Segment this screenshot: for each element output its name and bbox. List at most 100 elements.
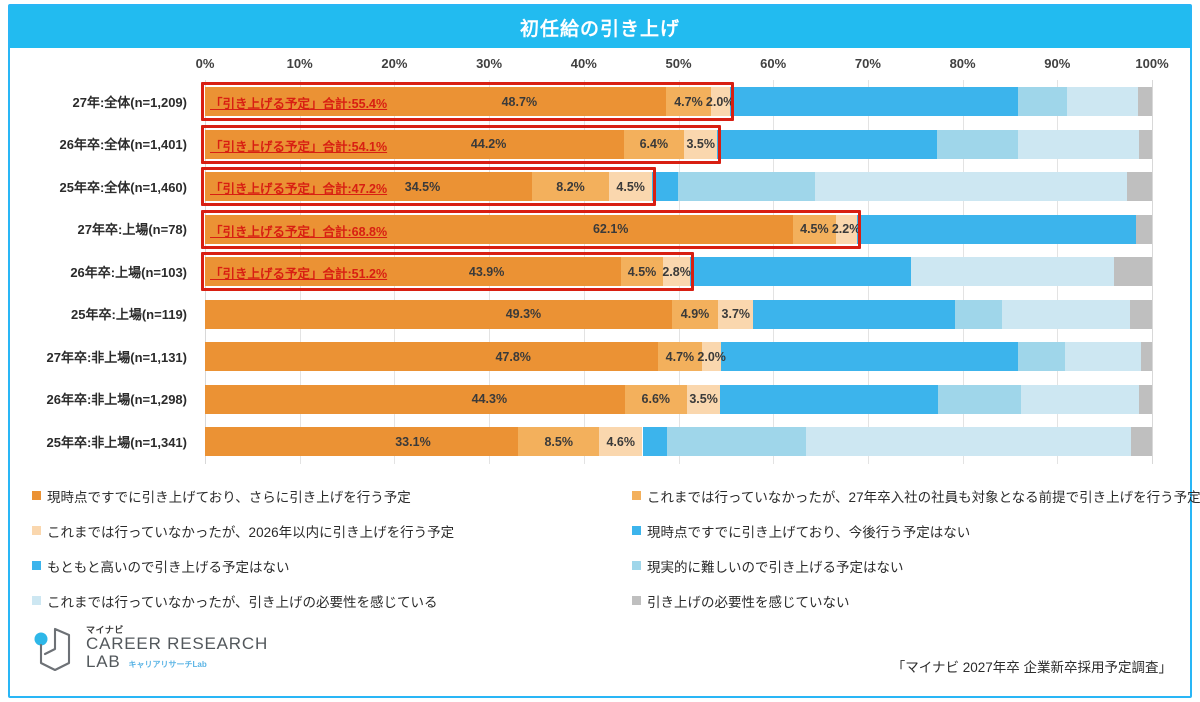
legend-item[interactable]: これまでは行っていなかったが、2026年以内に引き上げを行う予定 xyxy=(32,521,632,541)
bar-segment[interactable]: 6.6% xyxy=(624,384,688,414)
bar-segment[interactable]: 2.8% xyxy=(662,257,691,286)
x-axis-tick: 90% xyxy=(1044,56,1071,71)
legend-swatch-icon xyxy=(32,596,41,605)
bar-segment[interactable] xyxy=(729,87,1019,116)
legend-item[interactable]: これまでは行っていなかったが、引き上げの必要性を感じている xyxy=(32,591,632,611)
stacked-bar[interactable]: 49.3% 4.9% 3.7% xyxy=(205,299,1152,329)
bar-segment[interactable]: 34.5% xyxy=(205,172,532,201)
bar-segment[interactable]: 4.5% xyxy=(793,214,836,244)
bar-segment[interactable] xyxy=(1064,342,1141,371)
bar-segment[interactable]: 43.9% xyxy=(205,257,621,286)
row-category-label: 25年卒:上場(n=119) xyxy=(71,307,187,322)
bar-segment[interactable] xyxy=(642,427,668,456)
chart-row: 27年:全体(n=1,209) 48.7% 4.7% 2.0% 「引き上げる予定」合計:… xyxy=(10,80,1190,122)
stacked-bar[interactable]: 43.9% 4.5% 2.8% xyxy=(205,257,1152,286)
bar-segment[interactable] xyxy=(1018,87,1067,116)
bar-segment[interactable]: 47.8% xyxy=(205,342,658,371)
bar-segment[interactable] xyxy=(717,129,938,159)
bar-segment[interactable]: 8.5% xyxy=(518,427,599,456)
bar-segment[interactable]: 48.7% xyxy=(205,87,667,116)
bar-segment[interactable] xyxy=(1018,129,1139,159)
total-highlight-label: 「引き上げる予定」合計:54.1% xyxy=(210,139,388,154)
bar-segment[interactable]: 49.3% xyxy=(205,299,672,329)
bar-segment[interactable] xyxy=(910,257,1115,286)
legend-item[interactable]: 現時点ですでに引き上げており、今後行う予定はない xyxy=(632,521,1200,541)
bar-segment[interactable] xyxy=(651,172,678,201)
legend-item[interactable]: 現実的に難しいので引き上げる予定はない xyxy=(632,556,1200,576)
bar-segment-value: 4.7% xyxy=(665,349,695,364)
stacked-bar[interactable]: 47.8% 4.7% 2.0% xyxy=(205,342,1152,371)
stacked-bar[interactable]: 62.1% 4.5% 2.2% xyxy=(205,214,1152,244)
bar-segment[interactable]: 4.7% xyxy=(666,87,711,116)
bar-segment[interactable]: 2.0% xyxy=(697,342,726,371)
chart-legend: 現時点ですでに引き上げており、さらに引き上げを行う予定これまでは行っていなかった… xyxy=(10,478,1200,618)
bar-segment[interactable]: 3.7% xyxy=(718,299,754,329)
bar-segment[interactable]: 2.2% xyxy=(832,214,860,244)
row-category-label: 25年卒:全体(n=1,460) xyxy=(59,179,187,195)
chart-row: 27年卒:上場(n=78) 62.1% 4.5% 2.2% 「引き上げる予定」合計:68… xyxy=(10,208,1190,250)
bar-segment[interactable] xyxy=(1130,299,1152,329)
bar-segment-value: 47.8% xyxy=(495,349,531,364)
bar-segment[interactable]: 62.1% xyxy=(205,214,794,244)
bar-segment[interactable]: 44.2% xyxy=(205,129,624,159)
bar-segment[interactable] xyxy=(856,214,1136,244)
bar-segment-value: 8.5% xyxy=(544,434,573,449)
bar-segment[interactable]: 3.5% xyxy=(687,384,721,414)
bar-segment[interactable] xyxy=(721,342,1018,371)
legend-label: 現時点ですでに引き上げており、さらに引き上げを行う予定 xyxy=(47,489,411,505)
bar-segment[interactable] xyxy=(1002,299,1131,329)
bar-segment[interactable] xyxy=(1138,384,1152,414)
bar-segment[interactable] xyxy=(814,172,1128,201)
bar-segment[interactable] xyxy=(1140,342,1152,371)
bar-segment[interactable] xyxy=(1131,427,1152,456)
bar-segment[interactable]: 4.5% xyxy=(620,257,664,286)
bar-segment[interactable]: 8.2% xyxy=(531,172,610,201)
bar-segment[interactable] xyxy=(1127,172,1152,201)
bar-segment[interactable] xyxy=(1066,87,1138,116)
bar-segment[interactable]: 4.9% xyxy=(671,299,719,329)
legend-item[interactable]: もともと高いので引き上げる予定はない xyxy=(32,556,632,576)
bar-segment-value: 6.6% xyxy=(641,392,671,406)
stacked-bar[interactable]: 44.2% 6.4% 3.5% xyxy=(205,129,1152,159)
bar-segment-value: 4.5% xyxy=(616,179,645,194)
logo-brand-jp: マイナビ xyxy=(86,625,124,635)
legend-item[interactable]: これまでは行っていなかったが、27年卒入社の社員も対象となる前提で引き上げを行う… xyxy=(632,486,1200,506)
bar-segment-value: 4.6% xyxy=(606,434,635,449)
bar-segment[interactable]: 4.5% xyxy=(609,172,652,201)
bar-segment[interactable]: 2.0% xyxy=(706,87,734,116)
bar-segment[interactable] xyxy=(677,172,815,201)
legend-swatch-icon xyxy=(632,561,641,570)
bar-segment[interactable] xyxy=(937,384,1022,414)
stacked-bar[interactable]: 48.7% 4.7% 2.0% xyxy=(205,87,1152,116)
bar-segment[interactable]: 4.6% xyxy=(598,427,643,456)
bar-segment[interactable] xyxy=(1138,129,1152,159)
bar-segment[interactable] xyxy=(753,299,956,329)
bar-segment[interactable] xyxy=(937,129,1019,159)
bar-segment[interactable]: 44.3% xyxy=(205,384,625,414)
bar-segment[interactable]: 3.5% xyxy=(684,129,718,159)
stacked-bar[interactable]: 44.3% 6.6% 3.5% xyxy=(205,384,1152,414)
legend-label: これまでは行っていなかったが、2026年以内に引き上げを行う予定 xyxy=(47,524,455,540)
bar-segment[interactable] xyxy=(720,384,938,414)
x-axis-tick: 30% xyxy=(476,56,503,71)
bar-segment[interactable]: 33.1% xyxy=(205,427,519,456)
legend-item[interactable]: 現時点ですでに引き上げており、さらに引き上げを行う予定 xyxy=(32,486,632,506)
bar-segment[interactable]: 4.7% xyxy=(657,342,703,371)
bar-segment[interactable]: 6.4% xyxy=(623,129,685,159)
bar-segment[interactable] xyxy=(806,427,1132,456)
chart-row: 26年卒:非上場(n=1,298) 44.3% 6.6% 3.5% xyxy=(10,378,1190,420)
legend-item[interactable]: 引き上げの必要性を感じていない xyxy=(632,591,1200,611)
stacked-bar[interactable]: 34.5% 8.2% 4.5% xyxy=(205,172,1152,201)
total-highlight-label: 「引き上げる予定」合計:55.4% xyxy=(210,97,388,111)
bar-segment[interactable] xyxy=(689,257,911,286)
bar-segment[interactable] xyxy=(1017,342,1065,371)
bar-segment[interactable] xyxy=(955,299,1003,329)
chart-frame: 初任給の引き上げ 0% 10% 20% 30% 40% 50% 60% 70% 80% 90% 10… xyxy=(8,4,1200,698)
bar-segment[interactable] xyxy=(1021,384,1139,414)
bar-segment[interactable] xyxy=(667,427,807,456)
bar-segment[interactable] xyxy=(1135,214,1152,244)
stacked-bar[interactable]: 33.1% 8.5% 4.6% xyxy=(205,427,1152,456)
bar-segment[interactable] xyxy=(1114,257,1152,286)
legend-label: これまでは行っていなかったが、27年卒入社の社員も対象となる前提で引き上げを行う… xyxy=(647,489,1200,505)
bar-segment[interactable] xyxy=(1137,87,1152,116)
